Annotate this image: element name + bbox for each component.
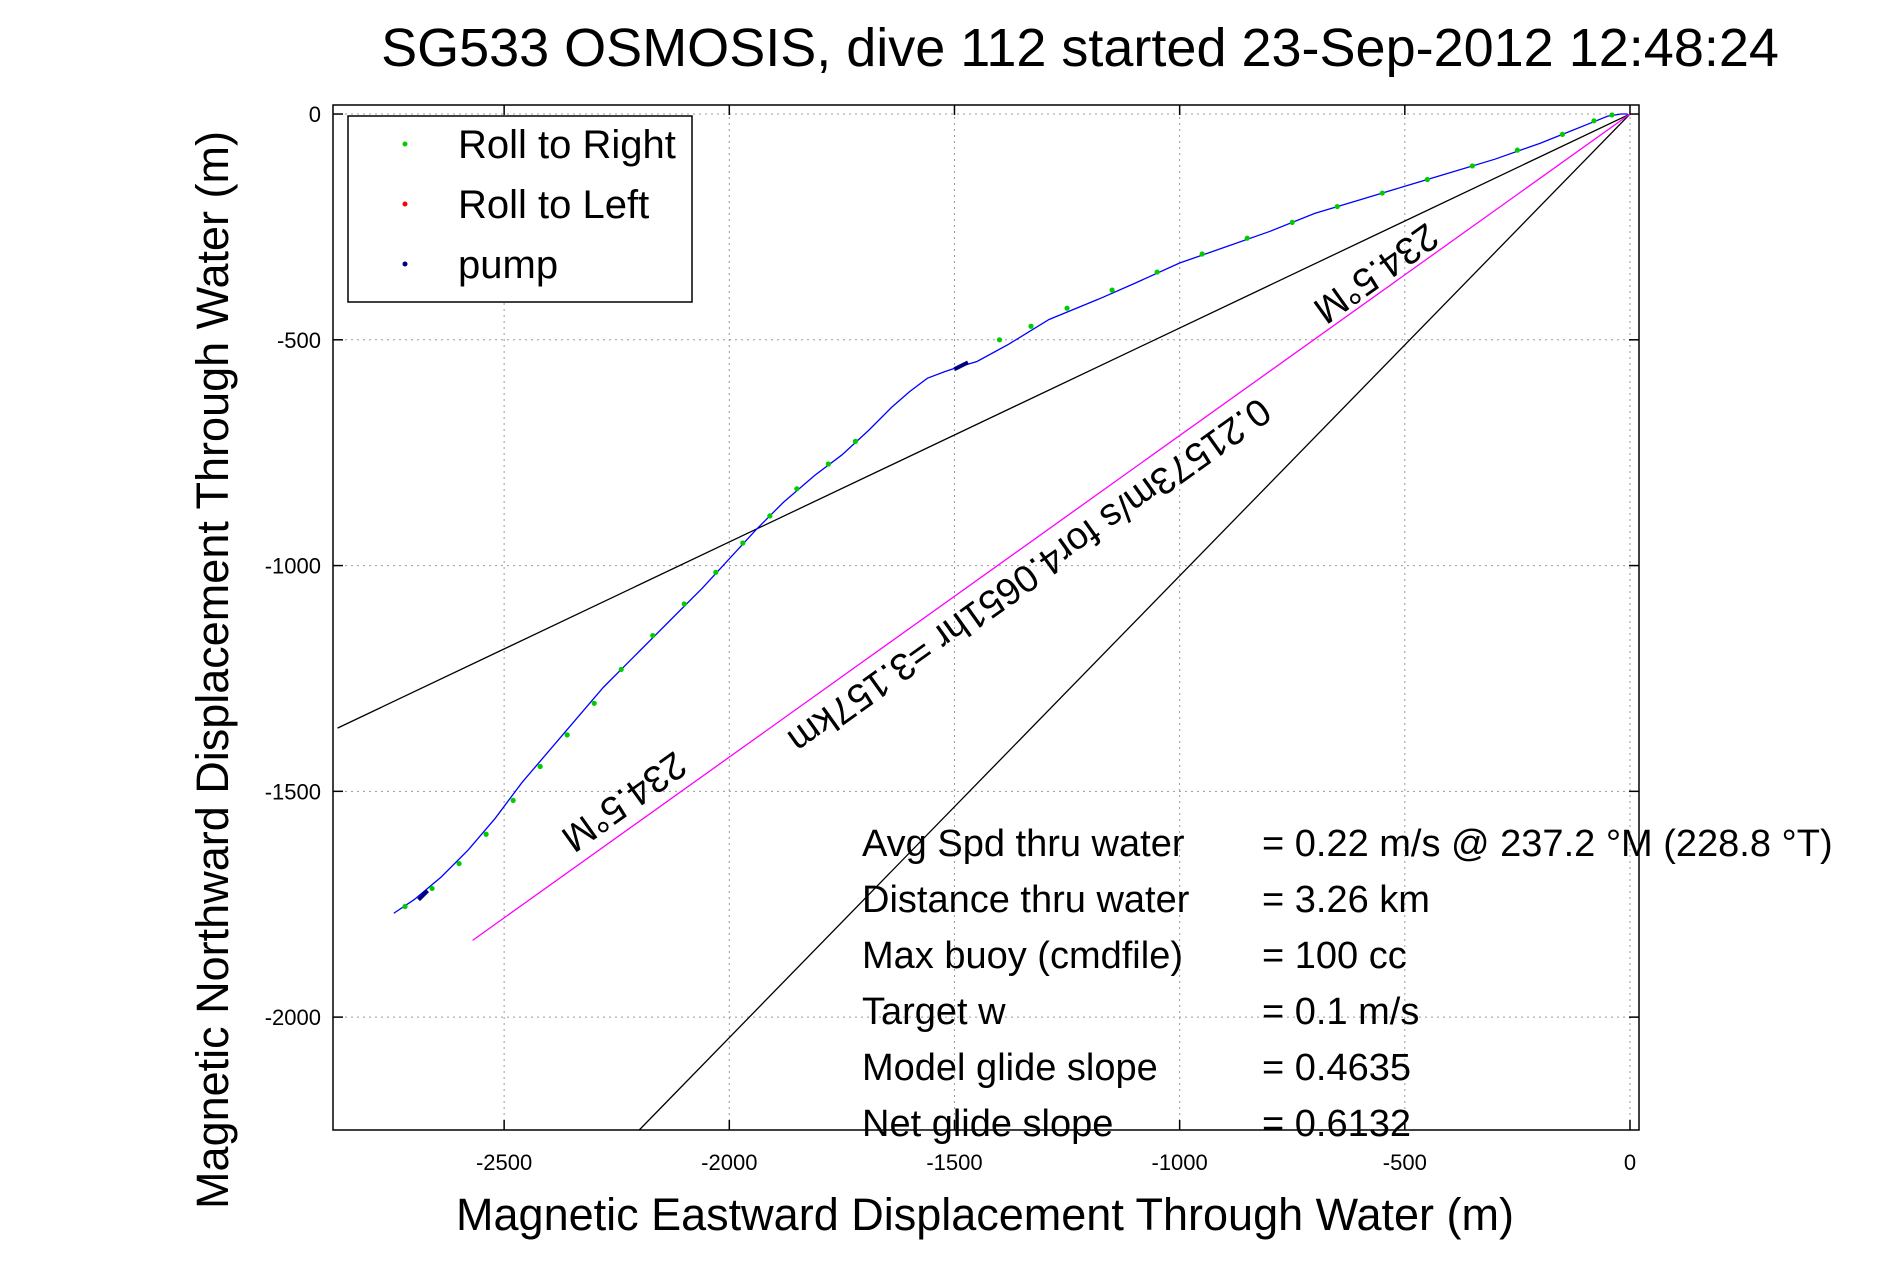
axis-ticks: -2500 -2000 -1500 -1000 -500 0 0 -500 -1000 -1500…: [265, 102, 1639, 1175]
roll-right-point: [1109, 287, 1115, 293]
stat-value: = 0.22 m/s @ 237.2 °M (228.8 °T): [1262, 823, 1833, 865]
roll-right-point: [1154, 269, 1160, 275]
roll-right-point: [402, 903, 408, 910]
roll-right-point: [794, 486, 800, 492]
stat-label: Distance thru water: [862, 879, 1190, 921]
roll-right-point: [1609, 112, 1615, 118]
y-tick-label: -1500: [265, 779, 321, 804]
stats-block: Avg Spd thru water = 0.22 m/s @ 237.2 °M …: [862, 823, 1833, 1145]
roll-right-point: [1424, 176, 1430, 183]
roll-right-point: [1591, 118, 1597, 124]
x-tick-label: -2500: [476, 1150, 532, 1175]
roll-right-point: [537, 763, 543, 770]
stat-value: = 0.1 m/s: [1262, 991, 1419, 1033]
stat-value: = 3.26 km: [1262, 879, 1430, 921]
x-tick-label: -2000: [701, 1150, 757, 1175]
roll-right-point: [650, 632, 656, 639]
roll-right-point: [564, 732, 570, 738]
stat-value: = 100 cc: [1262, 935, 1407, 977]
roll-right-point: [456, 860, 462, 867]
roll-right-point: [852, 438, 859, 444]
y-tick-label: -2000: [265, 1005, 321, 1030]
stat-label: Max buoy (cmdfile): [862, 935, 1183, 977]
annotation-1: 234.5°M: [554, 743, 694, 860]
legend-box: [347, 115, 693, 303]
heading-line-shallow: [337, 113, 1631, 729]
roll-right-point: [618, 666, 624, 673]
reference-lines: [337, 113, 1631, 1131]
y-axis-label: Magnetic Northward Displacement Through …: [187, 131, 238, 1209]
roll-right-point: [740, 540, 746, 546]
roll-right-point: [1244, 235, 1250, 241]
roll-right-point: [767, 513, 773, 519]
plot-frame: [332, 104, 1640, 1131]
stat-label: Target w: [862, 991, 1006, 1033]
roll-right-point: [1379, 190, 1385, 196]
roll-right-point: [825, 461, 831, 467]
roll-right-point: [483, 831, 489, 837]
x-tick-label: 0: [1624, 1150, 1636, 1175]
legend-marker: [402, 201, 408, 207]
roll-right-point: [429, 885, 435, 892]
pump-segment: [953, 360, 969, 371]
legend-label: pump: [458, 243, 558, 287]
roll-right-point: [1559, 131, 1566, 137]
annotation-2: 234.5°M: [1306, 214, 1446, 331]
pump-segment: [417, 889, 429, 902]
grid: [333, 105, 1639, 1130]
roll-right-point: [1028, 323, 1034, 329]
roll-right-point: [713, 569, 719, 575]
roll-right-point: [1469, 163, 1475, 169]
net-displacement-line: [472, 113, 1631, 941]
roll-right-point: [996, 337, 1003, 343]
x-tick-label: -500: [1383, 1150, 1427, 1175]
stat-label: Avg Spd thru water: [862, 823, 1185, 865]
stat-value: = 0.6132: [1262, 1103, 1411, 1145]
legend-marker: [402, 261, 408, 267]
y-tick-label: -1000: [265, 554, 321, 579]
x-axis-label: Magnetic Eastward Displacement Through W…: [456, 1189, 1514, 1240]
legend-label: Roll to Right: [458, 123, 676, 167]
roll-right-point: [1514, 147, 1521, 153]
x-tick-label: -1500: [926, 1150, 982, 1175]
roll-points: [402, 112, 1615, 910]
chart-title: SG533 OSMOSIS, dive 112 started 23-Sep-2…: [381, 18, 1779, 78]
roll-right-point: [1064, 305, 1070, 311]
roll-right-point: [681, 601, 687, 607]
roll-right-point: [1199, 251, 1205, 257]
x-tick-label: -1000: [1152, 1150, 1208, 1175]
annotation-3: 0.21573m/s for4.0651hr =3.157km: [780, 389, 1278, 761]
y-tick-label: -500: [277, 328, 321, 353]
dive-track: [393, 113, 1628, 914]
legend-label: Roll to Left: [458, 183, 649, 227]
stat-value: = 0.4635: [1262, 1047, 1411, 1089]
roll-right-point: [1289, 219, 1295, 226]
roll-right-point: [591, 700, 597, 706]
track-line: [393, 113, 1628, 914]
roll-right-point: [1334, 203, 1340, 210]
stat-label: Model glide slope: [862, 1047, 1158, 1089]
y-tick-label: 0: [309, 102, 321, 127]
heading-line-steep: [638, 113, 1631, 1131]
roll-right-point: [510, 797, 516, 803]
stat-label: Net glide slope: [862, 1103, 1113, 1145]
legend-marker: [402, 141, 408, 147]
legend: Roll to Right Roll to Left pump: [347, 115, 693, 303]
